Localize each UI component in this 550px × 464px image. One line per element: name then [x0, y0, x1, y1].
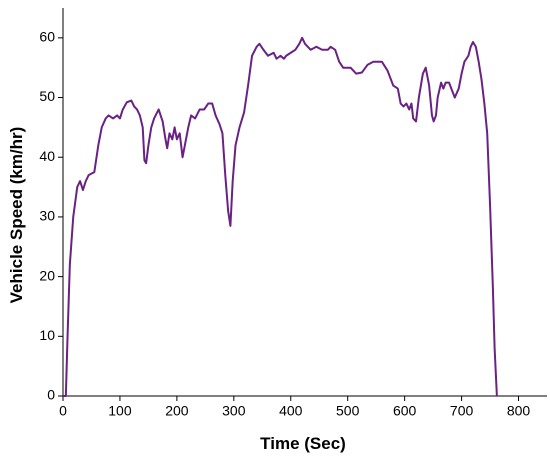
x-tick-label: 100	[108, 403, 132, 419]
y-tick-label: 20	[39, 267, 55, 283]
speed-line	[63, 36, 498, 397]
y-tick-label: 30	[39, 208, 55, 224]
x-tick-label: 600	[393, 403, 417, 419]
y-tick-label: 10	[39, 327, 55, 343]
x-tick-label: 800	[507, 403, 531, 419]
x-tick-label: 300	[222, 403, 246, 419]
x-tick-label: 700	[450, 403, 474, 419]
x-tick-label: 200	[165, 403, 189, 419]
x-tick-label: 400	[279, 403, 303, 419]
y-tick-label: 0	[47, 387, 55, 403]
x-axis-title: Time (Sec)	[260, 434, 346, 453]
x-tick-label: 500	[336, 403, 360, 419]
x-tick-label: 0	[59, 403, 67, 419]
y-tick-label: 60	[39, 29, 55, 45]
y-axis-title: Vehicle Speed (km/hr)	[7, 127, 26, 304]
y-tick-label: 40	[39, 148, 55, 164]
y-tick-label: 50	[39, 88, 55, 104]
